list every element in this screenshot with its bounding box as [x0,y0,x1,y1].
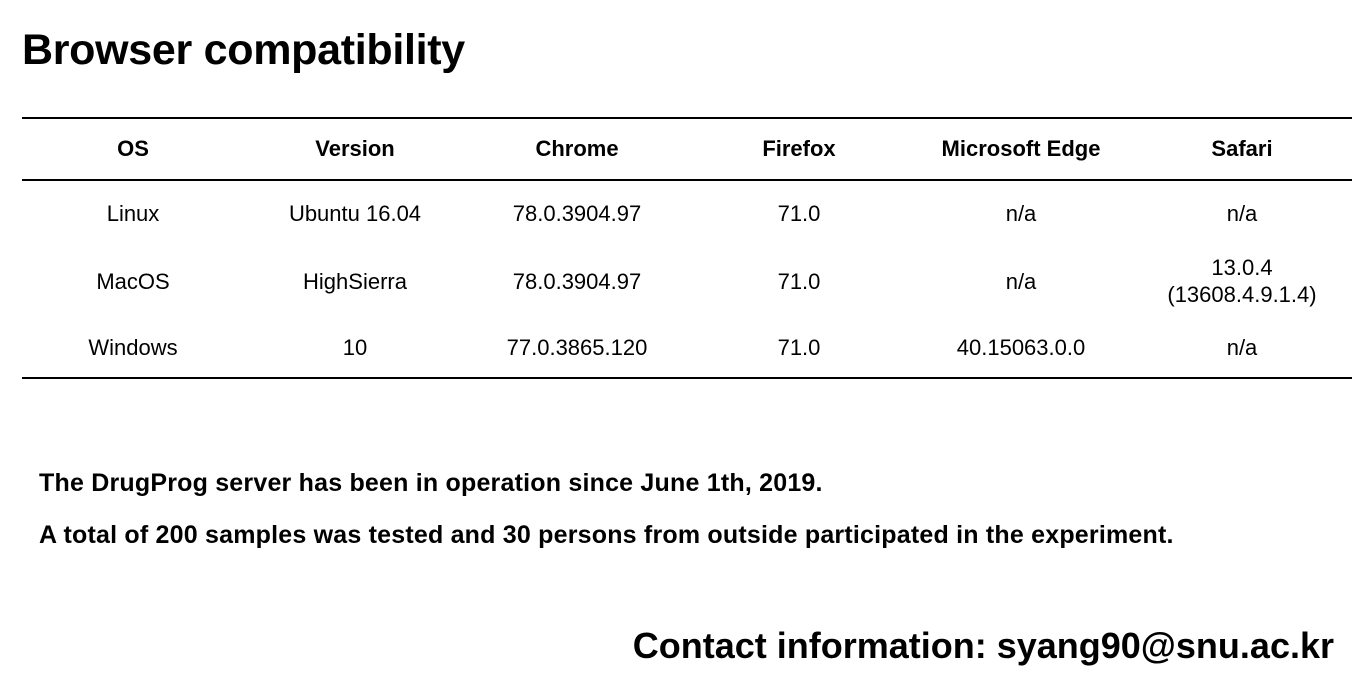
header-os: OS [117,136,149,161]
cell-edge: n/a [1005,200,1037,226]
header-firefox: Firefox [762,136,836,161]
header-safari: Safari [1211,136,1273,161]
header-chrome: Chrome [535,136,619,161]
cell-edge: 40.15063.0.0 [956,334,1086,360]
cell-os: Windows [88,334,178,360]
cell-version: 10 [342,334,368,360]
cell-safari-line: n/a [1226,200,1258,226]
browser-compatibility-table: OS Version Chrome Firefox Microsoft Edge… [22,117,1352,379]
cell-edge: n/a [1005,268,1037,294]
header-version: Version [315,136,395,161]
cell-firefox: 71.0 [777,268,821,294]
cell-safari-line: n/a [1226,334,1258,360]
header-microsoft-edge: Microsoft Edge [941,136,1101,161]
contact-information: Contact information: syang90@snu.ac.kr [632,625,1334,666]
cell-safari: 13.0.4 (13608.4.9.1.4) [1132,245,1352,317]
cell-os: Linux [106,200,160,226]
cell-chrome: 77.0.3865.120 [506,334,648,360]
table-row: MacOS HighSierra 78.0.3904.97 71.0 n/a 1… [22,245,1352,317]
cell-chrome: 78.0.3904.97 [512,268,642,294]
table-row: Linux Ubuntu 16.04 78.0.3904.97 71.0 n/a… [22,180,1352,245]
experiment-info-text: A total of 200 samples was tested and 30… [39,521,1174,549]
cell-firefox: 71.0 [777,334,821,360]
cell-chrome: 78.0.3904.97 [512,200,642,226]
cell-safari-version: 13.0.4 [1211,255,1273,280]
table-header-row: OS Version Chrome Firefox Microsoft Edge… [22,118,1352,180]
cell-safari-build: (13608.4.9.1.4) [1167,282,1317,307]
cell-os: MacOS [96,268,170,294]
cell-firefox: 71.0 [777,200,821,226]
cell-version: HighSierra [303,268,407,294]
operation-info-text: The DrugProg server has been in operatio… [39,469,823,497]
page-title: Browser compatibility [22,26,465,74]
cell-version: Ubuntu 16.04 [288,200,422,226]
table-row: Windows 10 77.0.3865.120 71.0 40.15063.0… [22,317,1352,378]
cell-safari: n/a [1132,180,1352,245]
cell-safari: n/a [1132,317,1352,378]
